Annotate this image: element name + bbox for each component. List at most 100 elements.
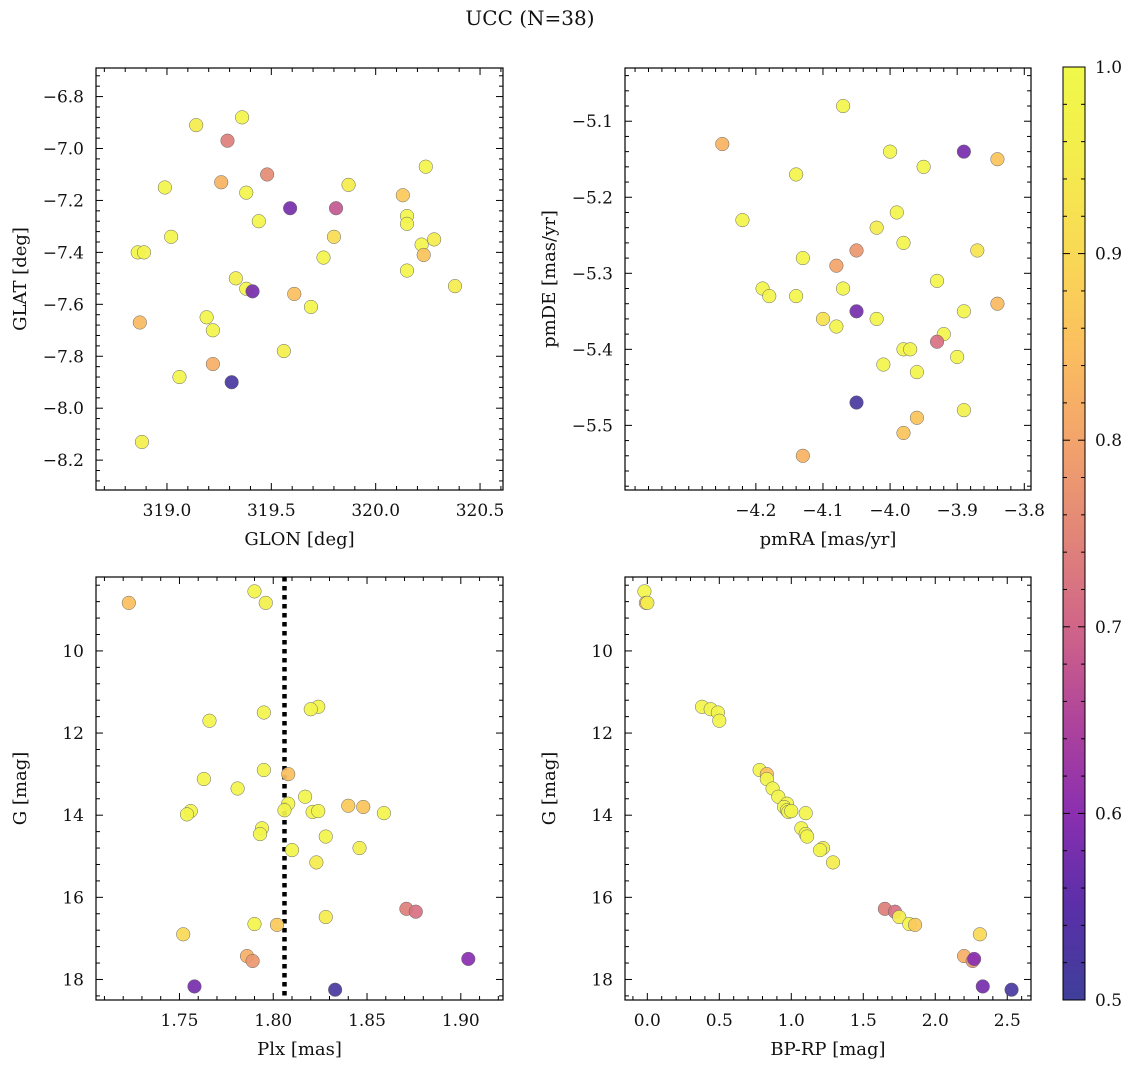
- data-point: [795, 448, 810, 463]
- data-point: [276, 344, 291, 359]
- data-point: [795, 251, 810, 266]
- data-point: [876, 357, 891, 372]
- data-point: [399, 216, 415, 231]
- data-point: [298, 789, 313, 804]
- data-point: [260, 167, 275, 182]
- data-point: [399, 263, 415, 278]
- data-point: [179, 807, 195, 822]
- data-point: [735, 213, 750, 228]
- data-point: [869, 311, 884, 326]
- data-point: [247, 584, 262, 599]
- data-point: [970, 243, 985, 258]
- data-point: [789, 289, 804, 304]
- data-point: [908, 917, 923, 932]
- data-point: [205, 356, 220, 372]
- data-point: [256, 762, 271, 778]
- x-tick-label: 2.0: [922, 1011, 949, 1031]
- y-tick-label: −5.4: [572, 340, 613, 360]
- data-point: [164, 229, 179, 244]
- y-tick-label: 12: [62, 724, 84, 744]
- data-point: [258, 595, 273, 610]
- data-point: [283, 201, 298, 216]
- data-point: [967, 951, 982, 966]
- data-point: [245, 953, 260, 969]
- x-tick-label: −3.8: [1004, 501, 1045, 521]
- data-point: [230, 781, 245, 796]
- data-point: [326, 229, 341, 244]
- x-tick-label: 320.0: [351, 501, 400, 521]
- data-point: [235, 110, 250, 125]
- x-tick-label: −4.0: [869, 501, 910, 521]
- y-tick-label: 16: [62, 888, 84, 908]
- y-tick-label: 18: [62, 970, 84, 990]
- data-point: [715, 136, 730, 152]
- x-tick-label: 2.5: [994, 1011, 1021, 1031]
- data-point: [815, 311, 831, 326]
- y-tick-label: 18: [591, 970, 613, 990]
- data-point: [395, 188, 410, 203]
- axes-frame: [95, 576, 504, 1001]
- y-axis-label: G [mag]: [539, 752, 560, 825]
- colorbar-tick-label: 0.6: [1095, 804, 1122, 824]
- panel-1: 319.0 319.5 320.0 320.5 −8.2 −8.0 −7.8 −7.6 −7.4…: [10, 67, 504, 550]
- data-point: [825, 855, 841, 870]
- data-point: [328, 201, 344, 216]
- data-point: [224, 375, 239, 390]
- panel-2: −4.2 −4.1 −4.0 −3.9 −3.8 −5.5 −5.4 −5.3 −5.2 −5.1…: [539, 67, 1045, 550]
- x-tick-label: 0.5: [706, 1011, 733, 1031]
- y-tick-label: −6.8: [43, 88, 84, 108]
- y-tick-label: 14: [591, 806, 613, 826]
- x-tick-label: 1.5: [850, 1011, 877, 1031]
- data-point: [762, 289, 777, 304]
- x-axis-label: BP-RP [mag]: [770, 1039, 885, 1060]
- data-point: [849, 304, 864, 319]
- colorbar-tick-label: 0.5: [1095, 991, 1122, 1011]
- data-point: [975, 979, 990, 994]
- data-point: [284, 843, 300, 858]
- panel-4: 0.0 0.5 1.0 1.5 2.0 2.5 10 12 14 16 18 BP-RP [mag] G…: [539, 576, 1032, 1060]
- data-point: [199, 310, 214, 325]
- data-point: [176, 927, 191, 942]
- data-point: [829, 258, 844, 273]
- data-point: [253, 827, 268, 842]
- colorbar: 0.5 0.6 0.7 0.8 0.9 1.0: [1062, 58, 1122, 1011]
- y-tick-label: 14: [62, 806, 84, 826]
- x-tick-label: 319.5: [247, 501, 296, 521]
- data-point: [784, 804, 799, 819]
- data-point: [461, 951, 476, 966]
- data-point: [214, 175, 229, 190]
- x-axis-label: pmRA [mas/yr]: [760, 529, 897, 550]
- data-point: [883, 144, 898, 159]
- colorbar-tick-label: 0.8: [1095, 431, 1122, 451]
- data-point: [896, 425, 911, 441]
- x-tick-label: 1.85: [348, 1011, 386, 1031]
- x-axis-label: GLON [deg]: [244, 529, 354, 550]
- y-tick-label: −7.8: [43, 347, 84, 367]
- y-tick-label: −5.2: [572, 188, 613, 208]
- data-point: [892, 909, 907, 925]
- data-point: [134, 434, 149, 450]
- x-tick-label: 1.80: [254, 1011, 292, 1031]
- data-point: [427, 232, 442, 247]
- data-point: [836, 98, 851, 114]
- y-tick-label: −8.0: [43, 399, 84, 419]
- data-point: [956, 304, 971, 319]
- data-point: [328, 982, 343, 997]
- data-point: [909, 365, 924, 380]
- data-point: [789, 167, 804, 182]
- data-point: [187, 979, 202, 994]
- x-axis-label: Plx [mas]: [257, 1039, 342, 1060]
- data-point: [277, 803, 292, 818]
- data-point: [929, 273, 945, 288]
- data-point: [836, 281, 851, 296]
- panel-3: 1.75 1.80 1.85 1.90 10 12 14 16 18 Plx [mas] G [ma…: [10, 576, 504, 1060]
- y-tick-label: 16: [591, 888, 613, 908]
- data-point: [356, 799, 371, 815]
- colorbar-tick-label: 1.0: [1095, 58, 1122, 78]
- y-tick-label: −7.2: [43, 191, 84, 211]
- data-point: [205, 323, 220, 338]
- data-point: [281, 767, 296, 782]
- data-point: [869, 220, 884, 235]
- y-axis-label: GLAT [deg]: [10, 227, 31, 331]
